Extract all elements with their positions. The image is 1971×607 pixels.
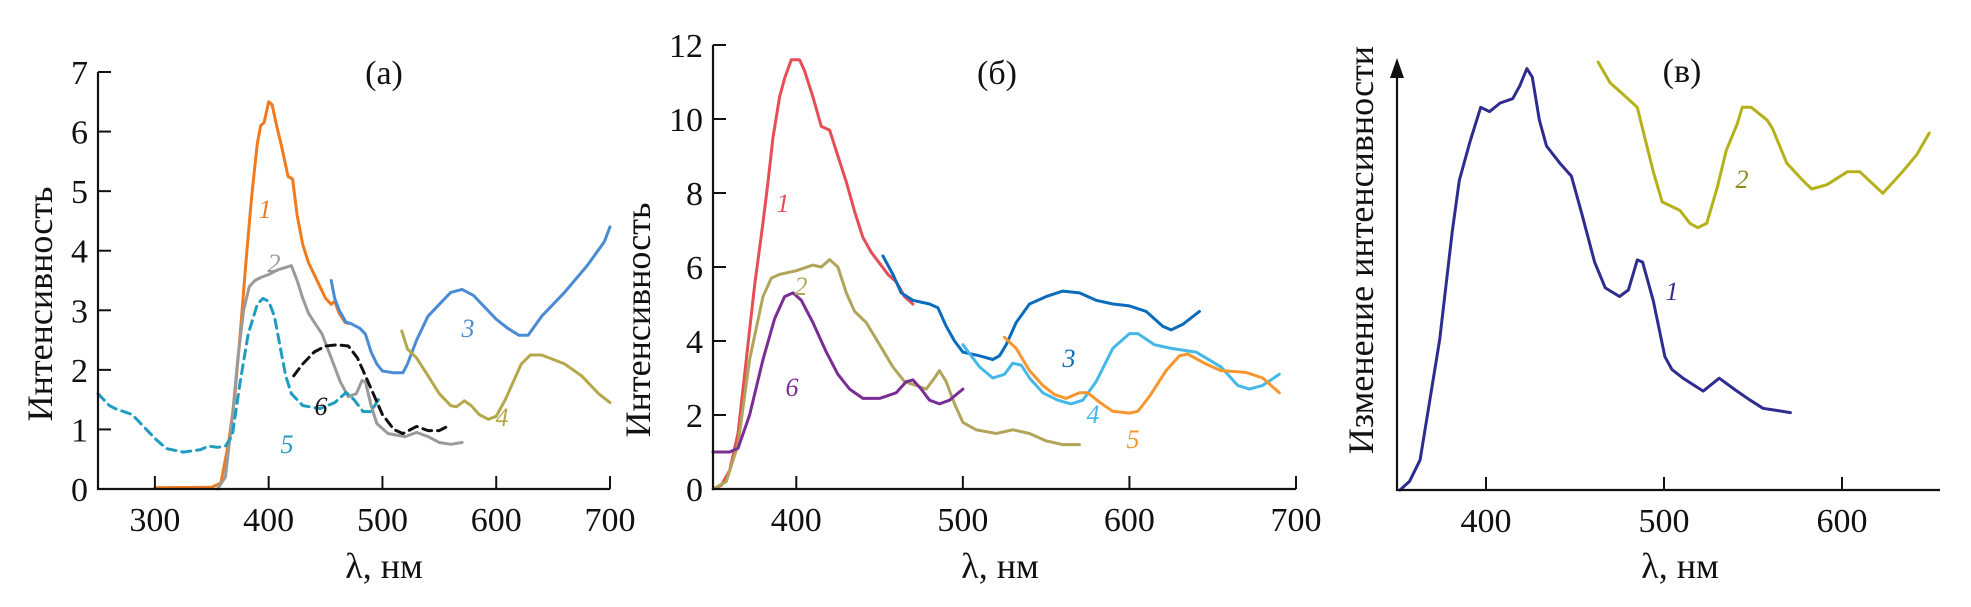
panel-a-curve-label-3: 3 [461,314,475,343]
y-tick-label: 1 [71,412,88,449]
panel-c-ylabel: Изменение интенсивности [1341,46,1381,454]
panel-c-curves [1398,60,1931,492]
y-tick-label: 12 [669,28,703,65]
series-6-line [711,291,965,454]
panel-c-curve-label-1: 1 [1666,277,1679,306]
y-tick-label: 0 [71,472,88,509]
panel-b-ylabel: Интенсивность [618,203,658,438]
panel-b-curve-label-2: 2 [795,272,808,301]
panel-a-axes [96,72,610,491]
panel-b-xlabel: λ, нм [961,546,1039,586]
panel-c-axes [1395,66,1940,492]
series-5-line [96,296,382,454]
panel-c-xlabel: λ, нм [1641,546,1719,586]
panel-b-curve-label-5: 5 [1127,425,1140,454]
series-2-line [216,264,464,491]
series-4-line [400,329,612,421]
x-tick-label: 500 [357,502,408,539]
panel-a-label: (а) [365,55,403,92]
y-tick-label: 4 [71,234,88,271]
y-tick-label: 6 [71,115,88,152]
x-tick-label: 700 [1271,502,1322,539]
panel-c-y-arrow-icon [1390,58,1404,78]
series-2-line [711,258,1081,491]
series-5-line [1003,335,1281,415]
y-tick-label: 4 [686,324,703,361]
panel-a-curve-label-4: 4 [496,403,509,432]
panel-b-curves [711,58,1281,491]
y-tick-label: 10 [669,102,703,139]
panel-c-label: (в) [1663,53,1702,90]
panel-c: 400 500 600 (в) λ, нм Изменение интенсивно… [1341,46,1940,586]
series-3-line [329,225,612,375]
x-tick-label: 400 [771,502,822,539]
panel-b-curve-label-6: 6 [786,373,799,402]
panel-a-curves [96,100,612,491]
panel-c-ticks: 400 500 600 [1461,477,1868,540]
panel-b-curve-label-1: 1 [777,189,790,218]
panel-a-curve-label-6: 6 [315,392,328,421]
series-1-line [153,100,350,490]
x-tick-label: 500 [937,502,988,539]
y-tick-label: 8 [686,176,703,213]
x-tick-label: 700 [585,502,636,539]
x-tick-label: 600 [1104,502,1155,539]
panel-b-curve-label-4: 4 [1087,400,1100,429]
panel-a-curve-label-1: 1 [259,195,272,224]
panel-b-label: (б) [977,55,1017,92]
series-1-line [711,58,915,491]
y-tick-label: 6 [686,250,703,287]
panel-a-curve-label-2: 2 [268,249,281,278]
panel-c-curve-label-2: 2 [1736,165,1749,194]
y-tick-label: 2 [71,353,88,390]
series-2-line [1596,60,1931,230]
y-tick-label: 5 [71,174,88,211]
y-tick-label: 3 [71,293,88,330]
x-tick-label: 400 [1461,503,1512,540]
panel-a-curve-label-5: 5 [281,430,294,459]
x-tick-label: 500 [1639,503,1690,540]
panel-b-axes [711,45,1296,491]
x-tick-label: 400 [243,502,294,539]
x-tick-label: 300 [129,502,180,539]
y-tick-label: 7 [71,55,88,92]
panel-a-ylabel: Интенсивность [20,187,60,422]
y-tick-label: 2 [686,398,703,435]
x-tick-label: 600 [1817,503,1868,540]
panel-a-xlabel: λ, нм [345,546,423,586]
x-tick-label: 600 [471,502,522,539]
y-tick-label: 0 [686,472,703,509]
series-1-line [1398,67,1792,492]
panel-b-curve-label-3: 3 [1062,344,1076,373]
series-3-line [881,254,1201,361]
series-6-line [292,343,453,436]
